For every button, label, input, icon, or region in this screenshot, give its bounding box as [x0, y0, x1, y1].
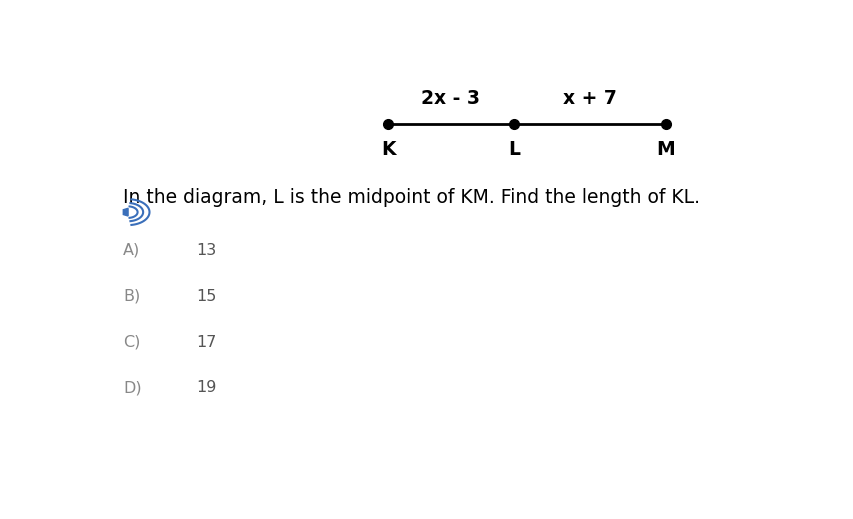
- Text: K: K: [380, 140, 395, 159]
- Text: C): C): [123, 335, 141, 349]
- Text: In the diagram, L is the midpoint of KM. Find the length of KL.: In the diagram, L is the midpoint of KM.…: [123, 188, 699, 207]
- Polygon shape: [123, 208, 128, 216]
- Text: D): D): [123, 380, 142, 395]
- Text: 15: 15: [196, 289, 216, 304]
- Text: 19: 19: [196, 380, 216, 395]
- Text: 13: 13: [196, 242, 216, 257]
- Text: 17: 17: [196, 335, 216, 349]
- Text: B): B): [123, 289, 141, 304]
- Text: L: L: [508, 140, 519, 159]
- Text: M: M: [656, 140, 675, 159]
- Text: A): A): [123, 242, 141, 257]
- Text: 2x - 3: 2x - 3: [421, 89, 480, 108]
- Text: x + 7: x + 7: [562, 89, 616, 108]
